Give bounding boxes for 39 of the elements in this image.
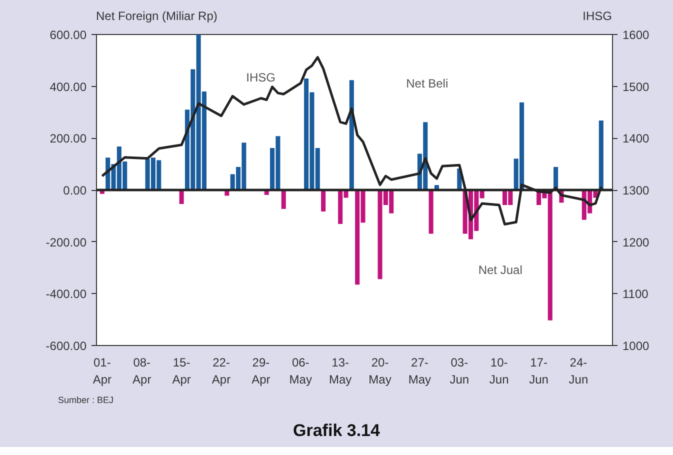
x-tick-label: 29- Apr [252,356,270,386]
bar [281,190,286,209]
y2-tick-label: 1600 [622,28,650,42]
y-tick-label: -600.00 [46,339,87,353]
y-tick-label: 600.00 [50,28,87,42]
x-tick-label: 15- Apr [172,356,191,386]
y2-tick-label: 1200 [622,235,650,250]
x-tick-label: 24- Jun [568,356,588,386]
y-axis-title: Net Foreign (Miliar Rp) [96,8,218,25]
y-tick-label: 400.00 [50,80,87,94]
y2-tick-label: 1500 [622,80,650,94]
x-tick-label: 17- Jun [529,356,548,386]
bar [349,80,354,190]
bar [321,190,326,212]
text: Net Beli [406,76,448,90]
x-tick-label: 20- May [368,356,392,386]
text: Grafik 3.14 [292,420,381,442]
x-tick-label: 06- May [289,356,312,386]
x-tick-label: 03- Jun [450,356,470,386]
x-tick-label: 27- May [408,356,432,386]
y2-tick-label: 1100 [622,287,649,302]
x-tick-label: 13- May [328,356,352,386]
x-tick-label: 22- Apr [212,356,231,386]
y2-axis-title: IHSG [582,8,612,25]
x-tick-label: 08- Apr [132,356,152,386]
x-tick-label: 10- Jun [489,356,509,386]
y-tick-label: 200.00 [50,132,87,146]
text: Sumber : BEJ [58,394,114,407]
y2-tick-label: 1400 [622,132,650,146]
bar [428,190,434,234]
x-tick-label: 01- Apr [92,356,112,386]
series-label: IHSG [246,70,276,84]
y-tick-label: 0.00 [63,184,87,198]
y-tick-label: -200.00 [46,235,87,250]
text: Net Jual [478,263,522,278]
y2-tick-label: 1300 [622,184,650,198]
y2-tick-label: 1000 [622,339,650,353]
bar [598,120,604,190]
y-tick-label: -400.00 [46,287,87,302]
